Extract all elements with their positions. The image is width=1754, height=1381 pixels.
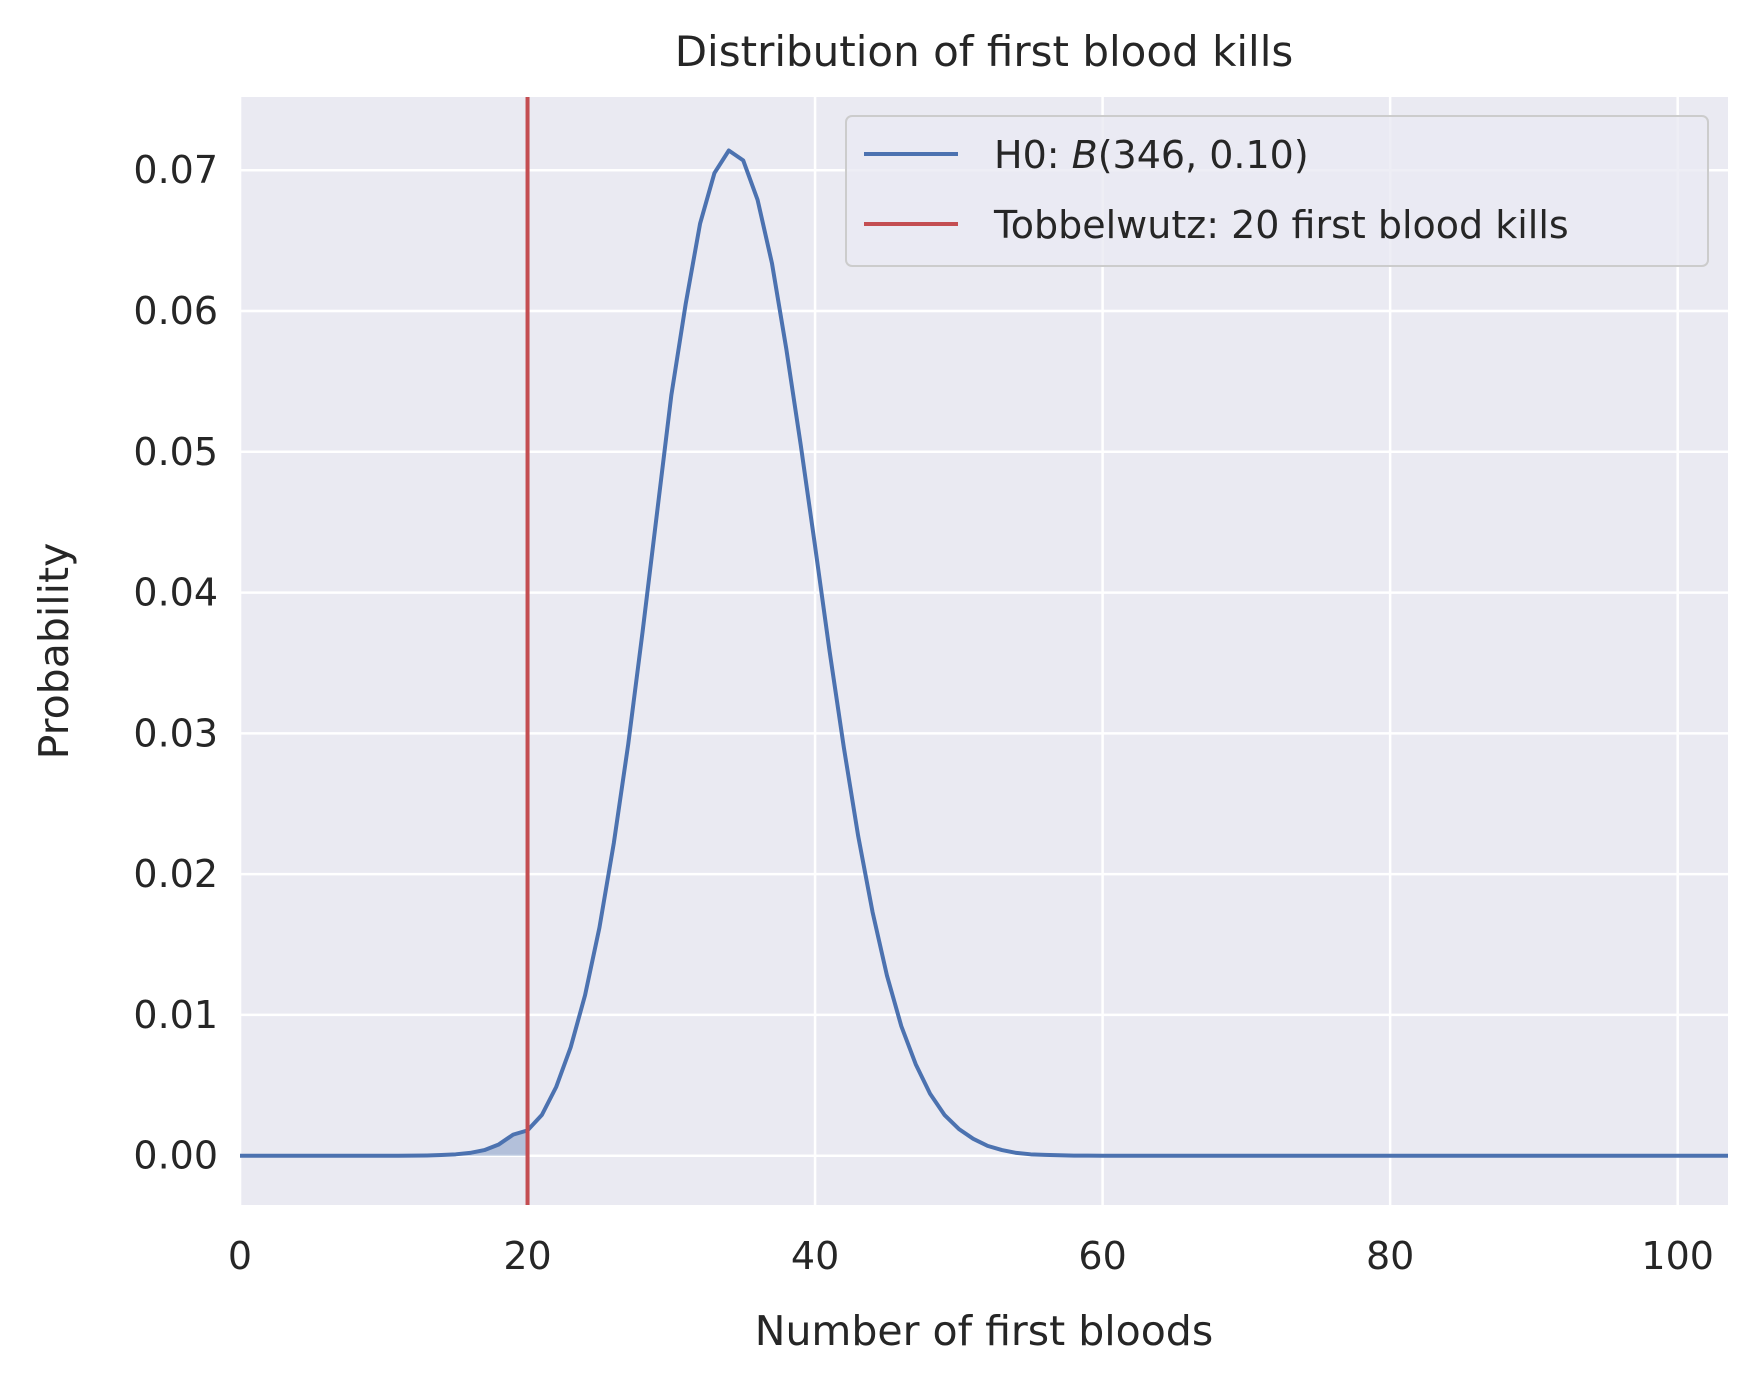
x-tick-label: 40 (791, 1234, 839, 1278)
legend-label-observed: Tobbelwutz: 20 first blood kills (993, 203, 1569, 247)
x-tick-label: 20 (503, 1234, 551, 1278)
y-tick-label: 0.03 (133, 711, 218, 755)
x-tick-label: 0 (228, 1234, 252, 1278)
x-tick-label: 60 (1078, 1234, 1126, 1278)
x-tick-label: 100 (1641, 1234, 1714, 1278)
y-tick-label: 0.04 (133, 571, 218, 615)
y-axis-label: Probability (30, 543, 78, 760)
x-tick-label: 80 (1366, 1234, 1414, 1278)
series-line-h0 (240, 148, 1728, 1158)
x-axis-label: Number of first bloods (755, 1307, 1213, 1355)
y-tick-labels: 0.00 0.01 0.02 0.03 0.04 0.05 0.06 0.07 (133, 148, 218, 1178)
y-tick-label: 0.07 (133, 148, 218, 192)
y-tick-label: 0.00 (133, 1134, 218, 1178)
plot-background (240, 97, 1728, 1205)
legend-label-h0: H0: B(346, 0.10) (994, 133, 1309, 177)
shaded-region (240, 1130, 528, 1156)
y-tick-label: 0.06 (133, 289, 218, 333)
chart-title: Distribution of first blood kills (675, 27, 1294, 76)
y-tick-label: 0.02 (133, 852, 218, 896)
legend: H0: B(346, 0.10) Tobbelwutz: 20 first bl… (845, 115, 1709, 267)
y-tick-label: 0.05 (133, 430, 218, 474)
x-tick-labels: 0 20 40 60 80 100 (228, 1234, 1714, 1278)
series-group (240, 97, 1728, 1205)
legend-box (845, 115, 1709, 267)
y-tick-label: 0.01 (133, 993, 218, 1037)
tail-area-fill (240, 1130, 528, 1156)
